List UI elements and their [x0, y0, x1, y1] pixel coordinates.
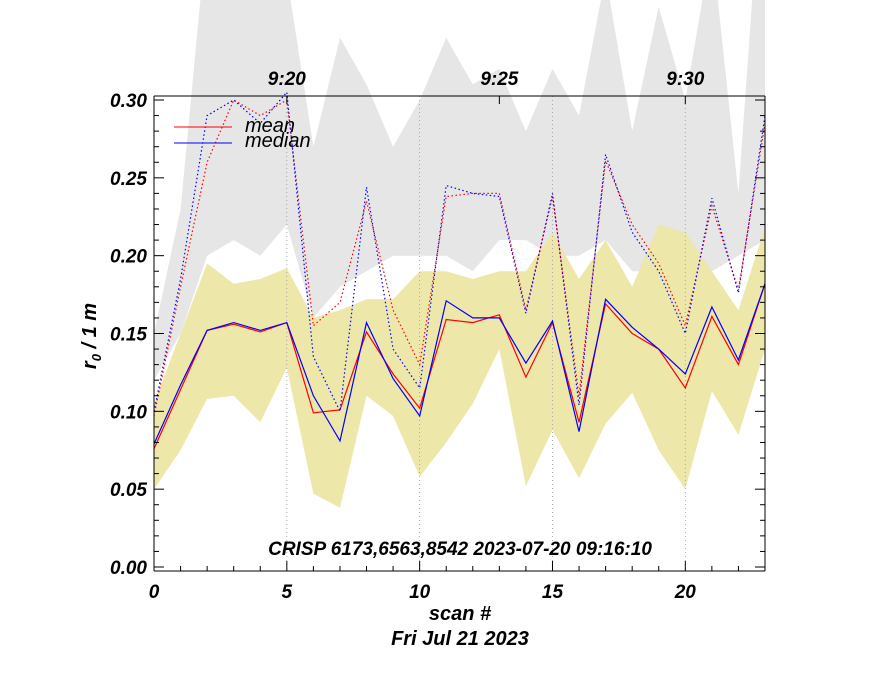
y-tick-label-0: 0.00	[110, 558, 147, 579]
y-tick-label-1: 0.05	[110, 480, 147, 501]
top-tick-label-2: 9:30	[666, 69, 704, 90]
legend-label-mean: mean	[245, 115, 295, 137]
y-tick-label-4: 0.20	[110, 247, 147, 268]
y-axis-title-subscript: 0	[89, 353, 104, 361]
legend-label-median: median	[245, 130, 311, 152]
x-tick-label-1: 5	[282, 582, 293, 603]
y-tick-label-3: 0.15	[110, 325, 147, 346]
series-line-median	[153, 283, 766, 445]
y-axis-title-symbol: r	[79, 360, 101, 369]
y-tick-label-5: 0.25	[110, 169, 147, 190]
lines-layer	[153, 90, 766, 449]
x-tick-label-4: 20	[674, 582, 697, 603]
chart-annotation: CRISP 6173,6563,8542 2023-07-20 09:16:10	[268, 539, 652, 560]
labels-layer: 0 5 10 15 20 0.00 0.05 0.10 0.15 0.20 0.25 0.30 9:20…	[110, 69, 705, 603]
top-tick-label-0: 9:20	[268, 69, 306, 90]
y-axis-title-unit: / 1 m	[79, 303, 101, 354]
series-line-mean-upper	[153, 99, 766, 417]
x-tick-label-2: 10	[409, 582, 431, 603]
x-tick-label-3: 15	[542, 582, 564, 603]
legend: mean median	[174, 115, 311, 152]
series-line-mean	[153, 283, 766, 449]
series-line-median-upper	[153, 90, 766, 414]
top-tick-label-1: 9:25	[480, 69, 518, 90]
band-inner-range	[154, 224, 765, 508]
svg-text:r0 / 1 m: r0 / 1 m	[79, 303, 104, 369]
y-axis-title: r0 / 1 m	[79, 303, 104, 369]
ticks-layer	[153, 96, 766, 571]
date-label: Fri Jul 21 2023	[391, 628, 529, 650]
y-tick-label-6: 0.30	[110, 91, 147, 112]
x-tick-label-0: 0	[149, 582, 160, 603]
y-tick-label-2: 0.10	[110, 402, 147, 423]
x-axis-title: scan #	[429, 603, 492, 625]
